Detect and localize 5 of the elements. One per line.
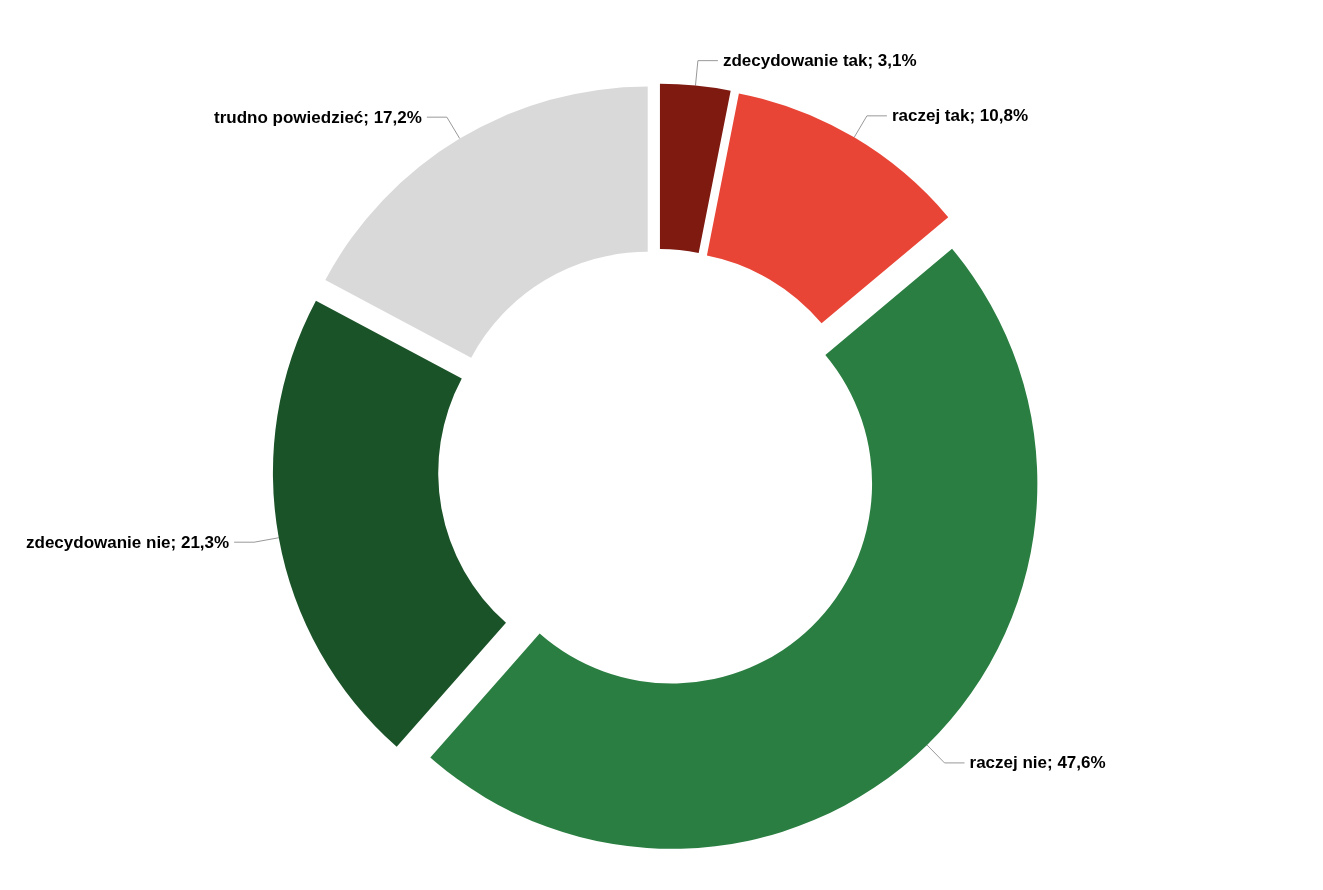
slice-label: zdecydowanie nie; 21,3% <box>26 532 230 552</box>
slice-label: raczej tak; 10,8% <box>891 106 1028 126</box>
slice-label: zdecydowanie tak; 3,1% <box>722 51 917 71</box>
slice-label: trudno powiedzieć; 17,2% <box>214 107 422 127</box>
slice-label: raczej nie; 47,6% <box>969 753 1106 773</box>
